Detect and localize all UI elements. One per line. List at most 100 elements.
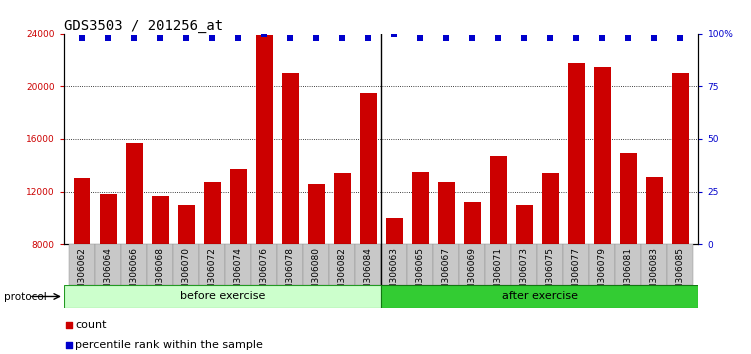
Point: [648, 35, 660, 41]
Point: [102, 35, 114, 41]
Text: GSM306069: GSM306069: [468, 247, 477, 302]
Bar: [204, 182, 221, 350]
Bar: [541, 173, 559, 350]
Bar: [407, 244, 433, 285]
Bar: [308, 184, 324, 350]
Bar: [433, 244, 459, 285]
Point: [440, 35, 452, 41]
Text: GSM306064: GSM306064: [104, 247, 113, 302]
Bar: [590, 244, 615, 285]
Text: GSM306062: GSM306062: [77, 247, 86, 302]
Text: GSM306066: GSM306066: [130, 247, 138, 302]
Point: [414, 35, 426, 41]
Bar: [667, 244, 693, 285]
Text: GSM306083: GSM306083: [650, 247, 659, 302]
Text: GSM306075: GSM306075: [546, 247, 555, 302]
Point: [622, 35, 634, 41]
Bar: [74, 178, 90, 350]
Bar: [537, 244, 563, 285]
Bar: [459, 244, 485, 285]
Bar: [568, 63, 584, 350]
Text: GSM306068: GSM306068: [155, 247, 164, 302]
Bar: [178, 205, 195, 350]
Point: [63, 343, 75, 348]
Bar: [516, 205, 532, 350]
Bar: [173, 244, 199, 285]
Text: GSM306082: GSM306082: [338, 247, 347, 302]
Text: GSM306080: GSM306080: [312, 247, 321, 302]
Bar: [199, 244, 225, 285]
Bar: [646, 177, 662, 350]
Point: [258, 31, 270, 36]
Text: percentile rank within the sample: percentile rank within the sample: [75, 341, 263, 350]
Bar: [412, 172, 429, 350]
Point: [518, 35, 530, 41]
Point: [362, 35, 374, 41]
Bar: [147, 244, 173, 285]
Text: before exercise: before exercise: [179, 291, 265, 302]
Text: GSM306079: GSM306079: [598, 247, 607, 302]
Point: [596, 35, 608, 41]
Text: GSM306070: GSM306070: [182, 247, 191, 302]
Text: GSM306077: GSM306077: [572, 247, 581, 302]
Point: [180, 35, 192, 41]
Text: GSM306074: GSM306074: [234, 247, 243, 302]
Bar: [511, 244, 537, 285]
Point: [492, 35, 504, 41]
Bar: [282, 73, 299, 350]
Point: [63, 322, 75, 328]
Bar: [438, 182, 454, 350]
Bar: [69, 244, 95, 285]
Text: GSM306081: GSM306081: [624, 247, 632, 302]
Text: GSM306085: GSM306085: [676, 247, 685, 302]
Point: [544, 35, 556, 41]
Bar: [255, 35, 273, 350]
Bar: [563, 244, 590, 285]
Text: GSM306071: GSM306071: [493, 247, 502, 302]
Point: [154, 35, 166, 41]
Bar: [355, 244, 382, 285]
Bar: [594, 67, 611, 350]
Point: [388, 31, 400, 36]
Bar: [615, 244, 641, 285]
Bar: [121, 244, 147, 285]
Text: GSM306078: GSM306078: [285, 247, 294, 302]
Bar: [463, 202, 481, 350]
Bar: [303, 244, 329, 285]
Bar: [333, 173, 351, 350]
Text: GSM306076: GSM306076: [260, 247, 269, 302]
Bar: [620, 153, 637, 350]
Bar: [329, 244, 355, 285]
Text: GSM306073: GSM306073: [520, 247, 529, 302]
Text: GSM306072: GSM306072: [207, 247, 216, 302]
Bar: [490, 156, 507, 350]
Bar: [225, 244, 251, 285]
Bar: [152, 195, 168, 350]
Bar: [277, 244, 303, 285]
Bar: [251, 244, 277, 285]
Bar: [641, 244, 667, 285]
Point: [76, 35, 88, 41]
Bar: [100, 194, 116, 350]
Bar: [64, 285, 381, 308]
Point: [570, 35, 582, 41]
Bar: [230, 169, 246, 350]
Bar: [382, 244, 407, 285]
Text: count: count: [75, 320, 107, 330]
Bar: [386, 218, 403, 350]
Point: [284, 35, 296, 41]
Bar: [360, 93, 376, 350]
Point: [128, 35, 140, 41]
Bar: [485, 244, 511, 285]
Bar: [672, 73, 689, 350]
Point: [310, 35, 322, 41]
Text: protocol: protocol: [4, 292, 47, 302]
Text: GSM306063: GSM306063: [390, 247, 399, 302]
Text: GSM306065: GSM306065: [415, 247, 424, 302]
Bar: [381, 285, 698, 308]
Text: after exercise: after exercise: [502, 291, 578, 302]
Bar: [95, 244, 121, 285]
Point: [674, 35, 686, 41]
Text: GSM306084: GSM306084: [363, 247, 372, 302]
Text: GDS3503 / 201256_at: GDS3503 / 201256_at: [64, 19, 223, 33]
